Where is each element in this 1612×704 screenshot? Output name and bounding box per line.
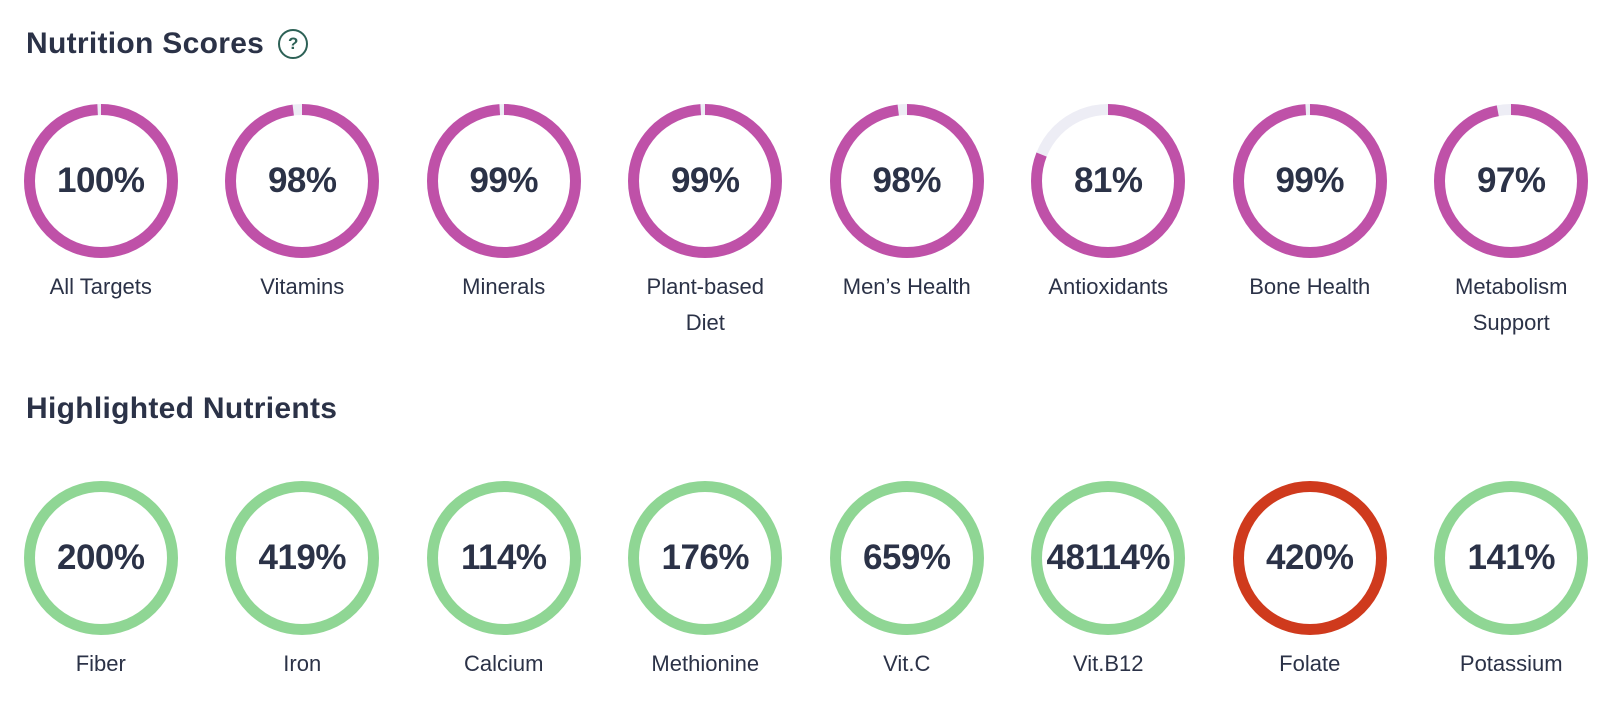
gauge-value: 99% xyxy=(469,161,539,200)
gauge-value: 141% xyxy=(1467,538,1556,577)
gauge-label: Antioxidants xyxy=(1048,274,1169,299)
gauge-label: Bone Health xyxy=(1249,274,1371,299)
gauge-label: Potassium xyxy=(1459,651,1563,676)
gauge-ring: 141% xyxy=(1434,481,1589,635)
gauge-ring: 659% xyxy=(829,481,984,635)
gauge-label: Vit.B12 xyxy=(1072,651,1144,676)
gauge-vit-b12[interactable]: 48114% Vit.B12 xyxy=(1008,481,1210,682)
highlighted-nutrients-header: Highlighted Nutrients xyxy=(0,391,1612,427)
gauge-ring-svg xyxy=(1434,104,1589,258)
gauge-vitamins[interactable]: 98% Vitamins xyxy=(202,104,404,341)
nutrition-scores-header: Nutrition Scores ? xyxy=(0,26,1612,62)
gauge-label: Iron xyxy=(283,651,322,676)
gauge-value: 99% xyxy=(670,161,740,200)
help-icon-glyph: ? xyxy=(287,34,299,53)
gauge-ring: 98% xyxy=(225,104,380,258)
highlighted-nutrients-title: Highlighted Nutrients xyxy=(26,392,338,425)
gauge-value: 200% xyxy=(56,538,145,577)
gauge-bone-health[interactable]: 99% Bone Health xyxy=(1209,104,1411,341)
gauge-ring-svg xyxy=(1031,104,1186,258)
gauge-iron[interactable]: 419% Iron xyxy=(202,481,404,682)
gauge-metabolism-support[interactable]: 97% Metabolism Support xyxy=(1411,104,1612,341)
gauge-ring-svg xyxy=(1232,104,1387,258)
gauge-value: 99% xyxy=(1275,161,1345,200)
gauge-minerals[interactable]: 99% Minerals xyxy=(403,104,605,341)
gauge-value: 420% xyxy=(1265,538,1354,577)
nutrition-dashboard: Nutrition Scores ? 100% All Targets 98% Vit… xyxy=(0,26,1612,682)
gauge-ring-svg xyxy=(426,481,581,635)
gauge-label: Folate xyxy=(1279,651,1341,676)
gauge-calcium[interactable]: 114% Calcium xyxy=(403,481,605,682)
gauge-label: Minerals xyxy=(462,274,546,299)
gauge-label: Vit.C xyxy=(883,651,931,676)
gauge-label: Plant-based Diet xyxy=(646,274,764,335)
gauge-value: 81% xyxy=(1073,161,1143,200)
gauge-plant-based-diet[interactable]: 99% Plant-based Diet xyxy=(605,104,807,341)
gauge-ring: 99% xyxy=(628,104,783,258)
gauge-ring: 81% xyxy=(1031,104,1186,258)
gauge-men-s-health[interactable]: 98% Men’s Health xyxy=(806,104,1008,341)
gauge-value: 98% xyxy=(267,161,337,200)
gauge-ring: 98% xyxy=(829,104,984,258)
gauge-label: Metabolism Support xyxy=(1455,274,1568,335)
highlighted-nutrients-gauge-row: 200% Fiber 419% Iron 114% Calcium 176% Methioni… xyxy=(0,481,1612,682)
gauge-ring: 176% xyxy=(628,481,783,635)
gauge-fiber[interactable]: 200% Fiber xyxy=(0,481,202,682)
gauge-all-targets[interactable]: 100% All Targets xyxy=(0,104,202,341)
gauge-ring-svg xyxy=(829,104,984,258)
gauge-ring: 114% xyxy=(426,481,581,635)
gauge-value: 114% xyxy=(460,538,547,577)
gauge-ring-svg xyxy=(1232,481,1387,635)
gauge-value: 48114% xyxy=(1046,538,1171,577)
gauge-label: Calcium xyxy=(464,651,544,676)
gauge-value: 659% xyxy=(862,538,951,577)
gauge-ring: 200% xyxy=(23,481,178,635)
gauge-ring-svg xyxy=(829,481,984,635)
gauge-ring: 99% xyxy=(426,104,581,258)
gauge-ring: 99% xyxy=(1232,104,1387,258)
gauge-ring: 419% xyxy=(225,481,380,635)
nutrition-scores-title: Nutrition Scores xyxy=(26,27,265,60)
gauge-label: Methionine xyxy=(651,651,760,676)
gauge-methionine[interactable]: 176% Methionine xyxy=(605,481,807,682)
gauge-ring: 48114% xyxy=(1031,481,1186,635)
gauge-potassium[interactable]: 141% Potassium xyxy=(1411,481,1612,682)
gauge-ring-svg xyxy=(23,481,178,635)
gauge-ring-svg xyxy=(628,104,783,258)
help-icon[interactable]: ? xyxy=(278,29,309,59)
gauge-ring-svg xyxy=(23,104,178,258)
gauge-ring: 100% xyxy=(23,104,178,258)
gauge-value: 100% xyxy=(56,161,145,200)
gauge-value: 419% xyxy=(258,538,347,577)
gauge-ring: 97% xyxy=(1434,104,1589,258)
gauge-antioxidants[interactable]: 81% Antioxidants xyxy=(1008,104,1210,341)
gauge-ring-svg xyxy=(426,104,581,258)
gauge-ring-svg xyxy=(225,481,380,635)
gauge-ring-svg xyxy=(225,104,380,258)
gauge-ring-svg xyxy=(1434,481,1589,635)
gauge-ring-svg xyxy=(628,481,783,635)
gauge-label: All Targets xyxy=(49,274,152,299)
gauge-value: 176% xyxy=(661,538,750,577)
gauge-vit-c[interactable]: 659% Vit.C xyxy=(806,481,1008,682)
gauge-label: Men’s Health xyxy=(842,274,971,299)
gauge-value: 97% xyxy=(1476,161,1546,200)
gauge-label: Fiber xyxy=(75,651,126,676)
gauge-ring: 420% xyxy=(1232,481,1387,635)
nutrition-scores-gauge-row: 100% All Targets 98% Vitamins 99% Minerals 99%… xyxy=(0,104,1612,341)
gauge-ring-svg xyxy=(1031,481,1186,635)
gauge-value: 98% xyxy=(872,161,942,200)
gauge-folate[interactable]: 420% Folate xyxy=(1209,481,1411,682)
gauge-label: Vitamins xyxy=(260,274,345,299)
